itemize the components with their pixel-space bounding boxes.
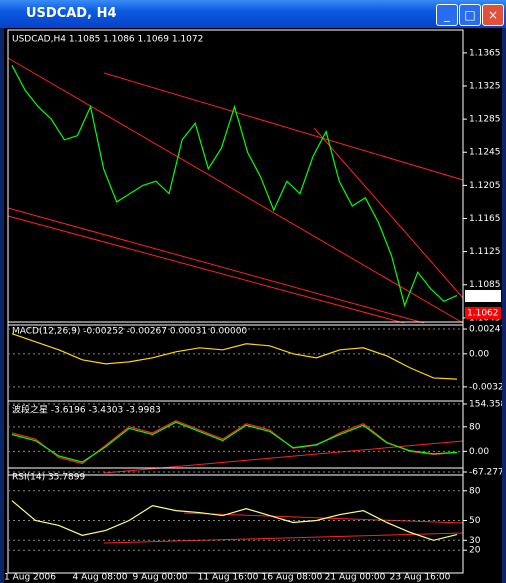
series-line	[11, 421, 458, 463]
window-title: USDCAD, H4	[26, 6, 117, 21]
y-tick-label: 1.1205	[469, 181, 501, 191]
x-tick-label: 11 Aug 16:00	[198, 573, 259, 583]
y-tick-label: 30	[469, 536, 481, 546]
y-tick-label: -67.2776	[469, 468, 502, 478]
trend-line	[103, 532, 464, 544]
maximize-button[interactable]: □	[459, 4, 481, 26]
channel-line	[313, 127, 464, 299]
indicator-title: MACD(12,26,9) -0.00252 -0.00267 0.00031 …	[12, 327, 247, 337]
series-line	[11, 500, 458, 541]
y-tick-label: 154.3581	[469, 400, 502, 410]
trend-line	[183, 512, 464, 524]
channel-line	[7, 57, 464, 324]
x-tick-label: 1 Aug 2006	[4, 573, 56, 583]
y-tick-label: 0.00	[469, 349, 489, 359]
indicator-title: RSI(14) 35.7899	[12, 473, 85, 483]
y-tick-label: -0.00329	[469, 382, 502, 392]
y-tick-label: 1.1325	[469, 81, 501, 91]
indicator-title: USDCAD,H4 1.1085 1.1086 1.1069 1.1072	[12, 35, 203, 45]
y-tick-label: 1.1165	[469, 214, 501, 224]
series-line	[11, 65, 458, 308]
price-tag-box	[465, 307, 501, 319]
series-line	[11, 333, 458, 380]
y-tick-label: 1.1085	[469, 280, 501, 290]
x-tick-label: 4 Aug 08:00	[73, 573, 128, 583]
indicator-title: 波段之星 -3.6196 -3.4303 -3.9983	[12, 404, 161, 416]
y-tick-label: 80	[469, 486, 481, 496]
y-tick-label: 80	[469, 422, 481, 432]
y-tick-label: 0.00247	[469, 325, 502, 335]
y-tick-label: 1.1285	[469, 115, 501, 125]
price-tag-box	[465, 290, 501, 302]
panel-frame	[7, 400, 464, 476]
y-tick-label: 1.1245	[469, 148, 501, 158]
y-tick-label: 1.1365	[469, 48, 501, 58]
x-tick-label: 16 Aug 08:00	[262, 573, 323, 583]
channel-line	[7, 207, 425, 324]
y-tick-label: 0.00	[469, 447, 489, 457]
panel-frame	[7, 29, 464, 326]
x-tick-label: 9 Aug 00:00	[133, 573, 188, 583]
title-bar: USDCAD, H4 _ □ ×	[0, 0, 506, 28]
y-tick-label: 50	[469, 516, 481, 526]
channel-line	[103, 72, 464, 181]
y-tick-label: 1.1125	[469, 247, 501, 257]
price-tag: 1.1072	[467, 292, 499, 302]
close-button[interactable]: ×	[482, 4, 504, 26]
x-tick-label: 21 Aug 00:00	[325, 573, 386, 583]
channel-line	[7, 215, 405, 324]
chart-area: USDCAD,H4 1.1085 1.1086 1.1069 1.1072 1.1…	[4, 28, 502, 583]
minimize-button[interactable]: _	[436, 4, 458, 26]
x-tick-label: 23 Aug 16:00	[390, 573, 451, 583]
y-tick-label: 20	[469, 546, 481, 556]
background	[4, 28, 502, 583]
series-line	[11, 420, 458, 465]
price-tag: 1.1062	[467, 309, 499, 319]
